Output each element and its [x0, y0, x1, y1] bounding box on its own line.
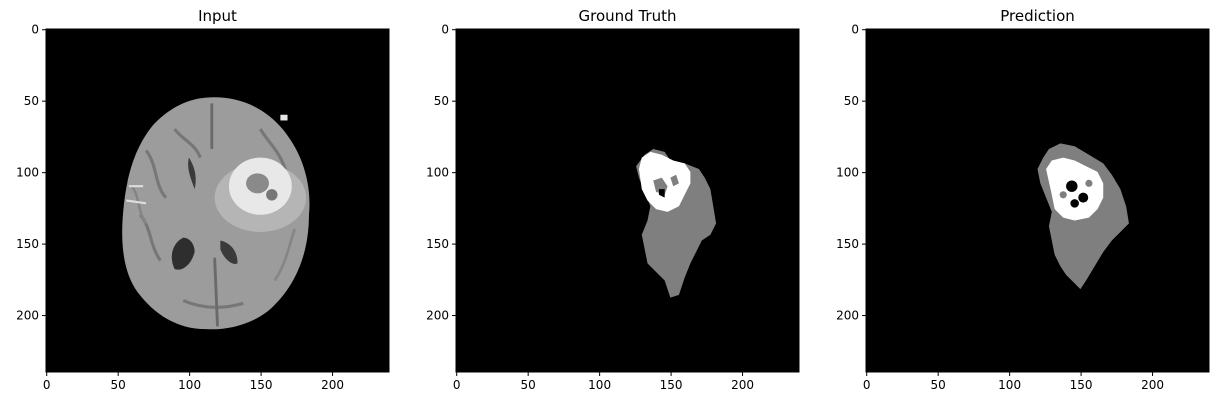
panel-title-input: Input [198, 7, 237, 25]
x-tick-label: 100 [588, 378, 611, 392]
ground-truth-mask [456, 29, 799, 372]
y-tick-label: 100 [836, 166, 859, 180]
y-tick-label: 200 [426, 309, 449, 323]
y-tick-label: 0 [851, 23, 859, 37]
x-tick-label: 0 [453, 378, 461, 392]
mri-image [46, 29, 389, 372]
y-tick-label: 0 [441, 23, 449, 37]
axes-input: 0 50 100 150 200 0 50 100 150 200 [16, 23, 390, 392]
x-tick-label: 150 [660, 378, 683, 392]
y-tick-label: 50 [844, 94, 859, 108]
y-tick-label: 50 [24, 94, 39, 108]
x-tick-label: 150 [1070, 378, 1093, 392]
x-tick-label: 50 [111, 378, 126, 392]
y-tick-label: 150 [836, 237, 859, 251]
x-tick-label: 100 [998, 378, 1021, 392]
y-tick-label: 200 [16, 309, 39, 323]
x-tick-label: 50 [521, 378, 536, 392]
y-tick-label: 0 [31, 23, 39, 37]
x-tick-label: 0 [43, 378, 51, 392]
y-tick-label: 100 [426, 166, 449, 180]
x-tick-label: 50 [931, 378, 946, 392]
x-tick-label: 200 [1141, 378, 1164, 392]
x-tick-label: 200 [731, 378, 754, 392]
y-tick-label: 100 [16, 166, 39, 180]
x-tick-label: 100 [178, 378, 201, 392]
axes-ground-truth: 0 50 100 150 200 0 50 100 150 200 [426, 23, 800, 392]
x-tick-label: 200 [321, 378, 344, 392]
axes-prediction: 0 50 100 150 200 0 50 100 150 200 [836, 23, 1210, 392]
y-tick-label: 150 [426, 237, 449, 251]
y-tick-label: 50 [434, 94, 449, 108]
y-tick-label: 150 [16, 237, 39, 251]
prediction-mask [866, 29, 1209, 372]
y-tick-label: 200 [836, 309, 859, 323]
panel-title-prediction: Prediction [1000, 7, 1075, 25]
x-tick-label: 150 [250, 378, 273, 392]
panel-title-ground-truth: Ground Truth [578, 7, 677, 25]
x-tick-label: 0 [863, 378, 871, 392]
